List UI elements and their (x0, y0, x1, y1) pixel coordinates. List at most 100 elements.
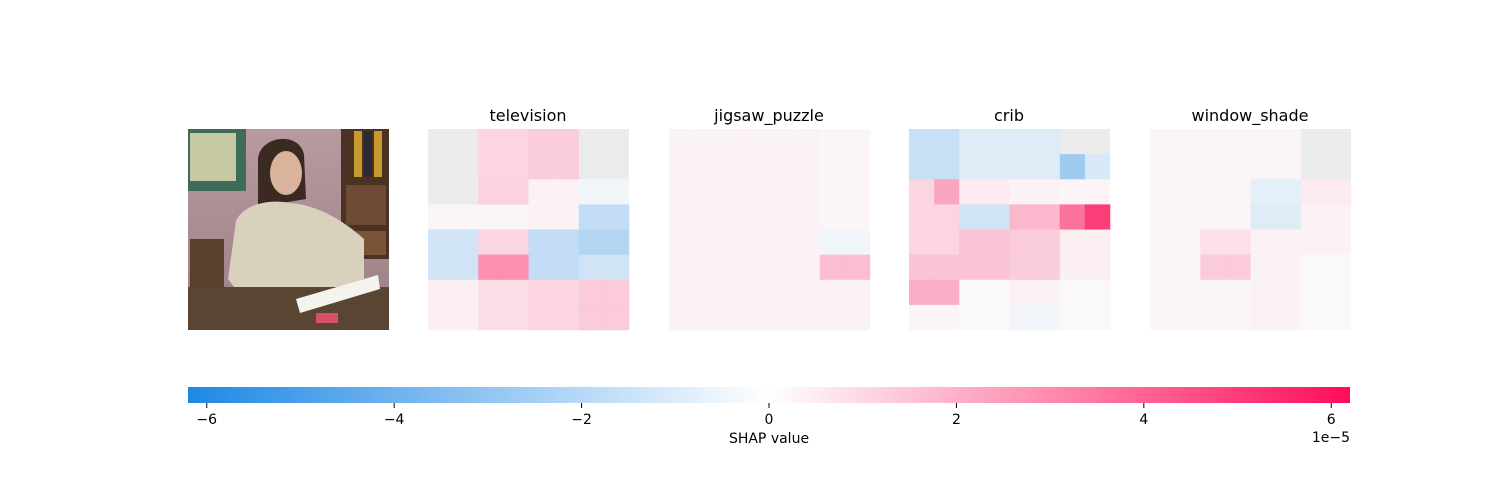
heatmap-cell (1275, 179, 1302, 205)
heatmap-cell (553, 279, 580, 306)
heatmap-cell (934, 229, 960, 255)
heatmap-cell (984, 154, 1010, 180)
heatmap-cell (844, 204, 871, 230)
heatmap-cell (1009, 304, 1035, 331)
heatmap-cell (1059, 229, 1086, 255)
heatmap-cell (1250, 129, 1276, 155)
colorbar-tick-label: −2 (571, 412, 592, 428)
heatmap-cell (1200, 179, 1226, 205)
heatmap-cell (553, 254, 580, 281)
colorbar: −6 −4 −2 0 2 4 6 SHAP value 1e−5 (188, 387, 1350, 447)
heatmap-cell (603, 279, 630, 306)
heatmap-cell (1084, 229, 1111, 255)
heatmap-cell (1300, 304, 1327, 331)
heatmap-cell (428, 279, 454, 306)
heatmap-cell (669, 254, 695, 281)
heatmap-cell (744, 254, 770, 281)
heatmap-cell (1275, 229, 1302, 255)
heatmap-cell (769, 129, 795, 155)
heatmap-cell (934, 179, 960, 205)
heatmap-cell (959, 229, 985, 255)
heatmap-cell (1250, 179, 1276, 205)
heatmap-cell (934, 129, 960, 155)
photo-pencil-case (316, 313, 338, 323)
heatmap-cell (934, 154, 960, 180)
heatmap-cell (959, 304, 985, 331)
heatmap-cell (844, 254, 871, 281)
heatmap-cell (694, 154, 720, 180)
heatmap-cell (528, 254, 554, 281)
heatmap-cell (959, 279, 985, 306)
colorbar-ticks: −6 −4 −2 0 2 4 6 (196, 403, 1336, 428)
heatmap-cell (844, 129, 871, 155)
heatmap-cell (794, 154, 821, 180)
heatmap-cell (934, 279, 960, 306)
heatmap-cell (1085, 129, 1110, 154)
photo-books-row (346, 185, 386, 225)
heatmap-cell (1084, 304, 1111, 331)
heatmap-cell (528, 129, 554, 155)
heatmap-cell (819, 129, 846, 155)
heatmap-cell (503, 279, 529, 306)
heatmap-cell (934, 304, 960, 331)
heatmap-cell (1034, 254, 1061, 281)
heatmap-cell (1084, 204, 1111, 230)
heatmap-cell (453, 279, 479, 306)
heatmap-cell (909, 279, 935, 306)
heatmap-cell (553, 179, 580, 205)
heatmap-cell (694, 254, 720, 281)
heatmap-cell (1034, 154, 1061, 180)
heatmap-cell (1084, 279, 1111, 306)
colorbar-tick-label: −6 (196, 412, 217, 428)
heatmap-cell (669, 304, 695, 331)
colorbar-tick-label: 6 (1327, 412, 1336, 428)
heatmap-cell (819, 304, 846, 331)
heatmap-cell (669, 179, 695, 205)
heatmap-cell (503, 154, 529, 180)
heatmap-cell (578, 254, 605, 281)
heatmap-cell (428, 254, 454, 281)
photo-binder-1 (354, 131, 362, 177)
heatmap-cell (1034, 279, 1061, 306)
input-photo (188, 129, 389, 330)
heatmap-cell (1326, 129, 1351, 154)
heatmap-cell (503, 304, 529, 331)
heatmap-cell (744, 279, 770, 306)
colorbar-label: SHAP value (729, 431, 809, 447)
photo-binder-2 (364, 131, 372, 177)
heatmap-cell (959, 204, 985, 230)
heatmap-cell (1301, 129, 1326, 154)
colorbar-tick-label: −4 (384, 412, 405, 428)
heatmap-cell (453, 254, 479, 281)
heatmap-cell (578, 304, 605, 331)
heatmap-cell (694, 179, 720, 205)
heatmap-cell (959, 254, 985, 281)
heatmap-cell (1225, 254, 1251, 281)
heatmap-cell (1300, 254, 1327, 281)
heatmap-cell (719, 304, 745, 331)
heatmap-cell (1300, 204, 1327, 230)
heatmap-cell (984, 179, 1010, 205)
heatmap-panel-jigsaw_puzzle (669, 129, 871, 331)
heatmap-cell (1325, 254, 1352, 281)
heatmap-cell (503, 254, 529, 281)
heatmap-cell (1175, 304, 1201, 331)
heatmap-cell (1034, 179, 1061, 205)
heatmap-cell (694, 129, 720, 155)
heatmap-cell (1250, 254, 1276, 281)
heatmap-cell (428, 179, 453, 204)
heatmap-cell (719, 279, 745, 306)
heatmap-cell (553, 204, 580, 230)
heatmap-cell (1034, 304, 1061, 331)
heatmap-cell (1275, 304, 1302, 331)
heatmap-cell (769, 279, 795, 306)
heatmap-cell (1200, 204, 1226, 230)
heatmap-cell (1250, 304, 1276, 331)
heatmap-cell (428, 229, 454, 255)
heatmap-cell (578, 179, 605, 205)
heatmap-cell (478, 204, 504, 230)
heatmap-cell (1150, 204, 1176, 230)
heatmap-cell (1300, 229, 1327, 255)
heatmap-cell (669, 204, 695, 230)
heatmap-cell (453, 304, 479, 331)
